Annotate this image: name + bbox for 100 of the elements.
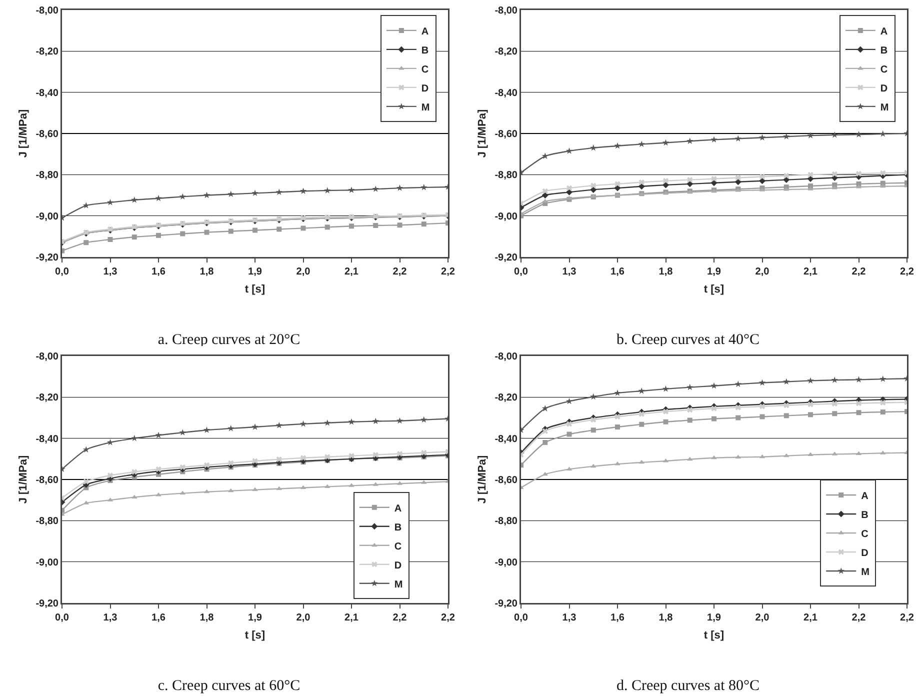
x-tick-label: 0,0 xyxy=(514,266,528,278)
x-axis-title: t [s] xyxy=(704,283,724,296)
point xyxy=(228,424,234,432)
x-tick-label: 2,0 xyxy=(755,612,770,624)
x-tick-label: 1,8 xyxy=(658,612,674,624)
text: b. Creep curves at 40°C xyxy=(616,332,760,348)
point xyxy=(808,402,814,408)
point xyxy=(421,222,426,227)
x-tick-label: 1,3 xyxy=(103,612,118,624)
point xyxy=(372,186,379,192)
point xyxy=(710,136,718,143)
point xyxy=(783,176,790,184)
point xyxy=(228,228,234,234)
y-tick-label: -8,40 xyxy=(494,434,518,445)
point xyxy=(397,222,402,228)
point xyxy=(758,379,766,386)
y-tick-label: -9,00 xyxy=(494,211,518,222)
x-tick-label: 2,2 xyxy=(392,612,408,624)
x-axis-title: t [s] xyxy=(244,629,266,642)
point xyxy=(662,385,670,392)
x-tick-label: 2,0 xyxy=(296,266,311,278)
x-tick-label: 1,3 xyxy=(103,266,118,278)
point xyxy=(542,192,548,198)
x-tick-label: 1,3 xyxy=(562,266,577,278)
point xyxy=(590,428,596,433)
y-tick-label: -8,20 xyxy=(36,46,59,58)
point xyxy=(252,424,258,430)
point xyxy=(638,140,645,148)
point xyxy=(300,455,306,461)
legend-label: D xyxy=(880,83,888,94)
point xyxy=(252,458,258,464)
point xyxy=(856,410,862,416)
point xyxy=(615,424,620,430)
point xyxy=(734,380,742,388)
point xyxy=(180,231,186,236)
y-tick-label: -8,00 xyxy=(36,352,59,362)
point xyxy=(156,232,161,238)
legend-label: C xyxy=(880,64,888,76)
point xyxy=(324,419,331,426)
legend-label: A xyxy=(880,26,888,38)
point xyxy=(156,466,162,472)
point xyxy=(82,202,90,208)
point xyxy=(131,196,138,203)
y-tick-label: -8,00 xyxy=(494,6,518,16)
point xyxy=(614,390,621,396)
y-axis-title: J [1/MPa] xyxy=(18,455,30,504)
point xyxy=(180,464,186,470)
y-tick-label: -8,60 xyxy=(36,475,59,486)
point xyxy=(807,132,814,138)
point xyxy=(420,416,428,423)
x-tick-label: 1,8 xyxy=(200,612,214,624)
point xyxy=(228,190,234,198)
point xyxy=(132,234,137,240)
point xyxy=(614,414,620,420)
point xyxy=(203,192,210,198)
x-tick-label: 2,2 xyxy=(441,612,456,624)
legend-label: B xyxy=(861,510,868,521)
point xyxy=(759,178,766,184)
y-tick-label: -8,00 xyxy=(494,352,518,362)
point xyxy=(396,184,404,191)
y-tick-label: -8,20 xyxy=(494,392,518,404)
x-tick-label: 2,0 xyxy=(296,612,311,624)
text: c. Creep curves at 60°C xyxy=(158,678,300,694)
point xyxy=(590,393,597,400)
point xyxy=(734,135,742,142)
point xyxy=(566,188,572,196)
point xyxy=(880,130,886,137)
point xyxy=(687,407,693,413)
x-tick-label: 2,2 xyxy=(392,266,408,278)
point xyxy=(880,400,886,406)
point xyxy=(300,420,307,427)
point xyxy=(855,376,862,382)
y-tick-label: -8,20 xyxy=(494,46,518,58)
y-axis-title: J [1/MPa] xyxy=(476,455,489,504)
y-axis-title: J [1/MPa] xyxy=(18,109,30,158)
point xyxy=(566,398,573,404)
y-tick-label: -8,60 xyxy=(36,129,59,140)
y-tick-label: -8,00 xyxy=(36,6,59,16)
point xyxy=(831,131,838,138)
x-tick-label: 1,6 xyxy=(610,612,625,624)
y-tick-label: -8,40 xyxy=(494,88,518,99)
point xyxy=(638,411,644,417)
point xyxy=(179,429,186,436)
point xyxy=(349,224,354,229)
legend-label: C xyxy=(861,528,868,540)
point xyxy=(856,400,862,406)
point xyxy=(228,460,234,466)
x-tick-label: 2,1 xyxy=(804,612,818,624)
point xyxy=(832,400,838,407)
x-tick-label: 1,9 xyxy=(707,612,722,624)
point xyxy=(590,144,597,151)
point xyxy=(662,139,670,146)
point xyxy=(348,453,354,459)
point xyxy=(663,419,668,424)
point xyxy=(203,426,210,433)
y-tick-label: -9,20 xyxy=(36,598,59,610)
point xyxy=(566,185,572,191)
legend-label: M xyxy=(421,102,430,114)
point xyxy=(348,418,355,425)
point xyxy=(276,422,282,428)
